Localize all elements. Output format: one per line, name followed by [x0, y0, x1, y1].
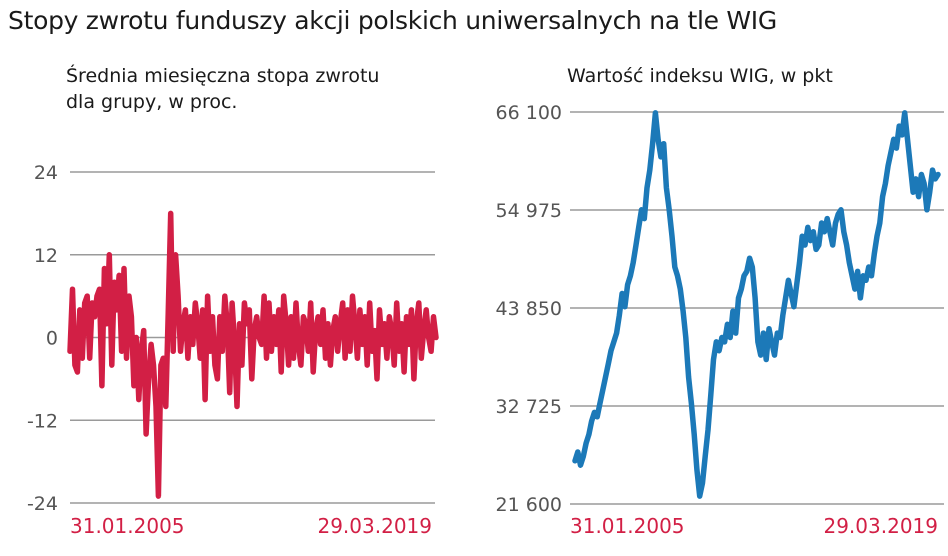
right-x-start-label: 31.01.2005 [570, 514, 685, 538]
left-x-end-label: 29.03.2019 [317, 514, 432, 538]
right-y-tick-label: 43 850 [496, 298, 562, 320]
left-series-line [67, 210, 439, 499]
left-chart-title-line: dla grupy, w proc. [66, 91, 237, 113]
left-y-tick-label: -24 [27, 493, 58, 515]
right-y-tick-label: 66 100 [496, 102, 562, 124]
right-x-end-label: 29.03.2019 [823, 514, 938, 538]
left-chart-title-line: Średnia miesięczna stopa zwrotu [66, 63, 379, 87]
left-chart: Średnia miesięczna stopa zwrotu dla grupy… [27, 63, 439, 538]
right-chart-title-line: Wartość indeksu WIG, w pkt [567, 65, 833, 87]
left-y-tick-label: 12 [34, 245, 58, 267]
left-x-start-label: 31.01.2005 [70, 514, 185, 538]
right-series-line [572, 110, 941, 499]
right-y-tick-label: 21 600 [496, 494, 562, 516]
left-y-tick-label: 24 [34, 162, 58, 184]
right-y-tick-label: 54 975 [496, 200, 562, 222]
right-y-tick-label: 32 725 [496, 396, 562, 418]
left-y-tick-label: -12 [27, 410, 58, 432]
main-title: Stopy zwrotu funduszy akcji polskich uni… [8, 6, 777, 35]
left-y-tick-label: 0 [46, 328, 58, 350]
